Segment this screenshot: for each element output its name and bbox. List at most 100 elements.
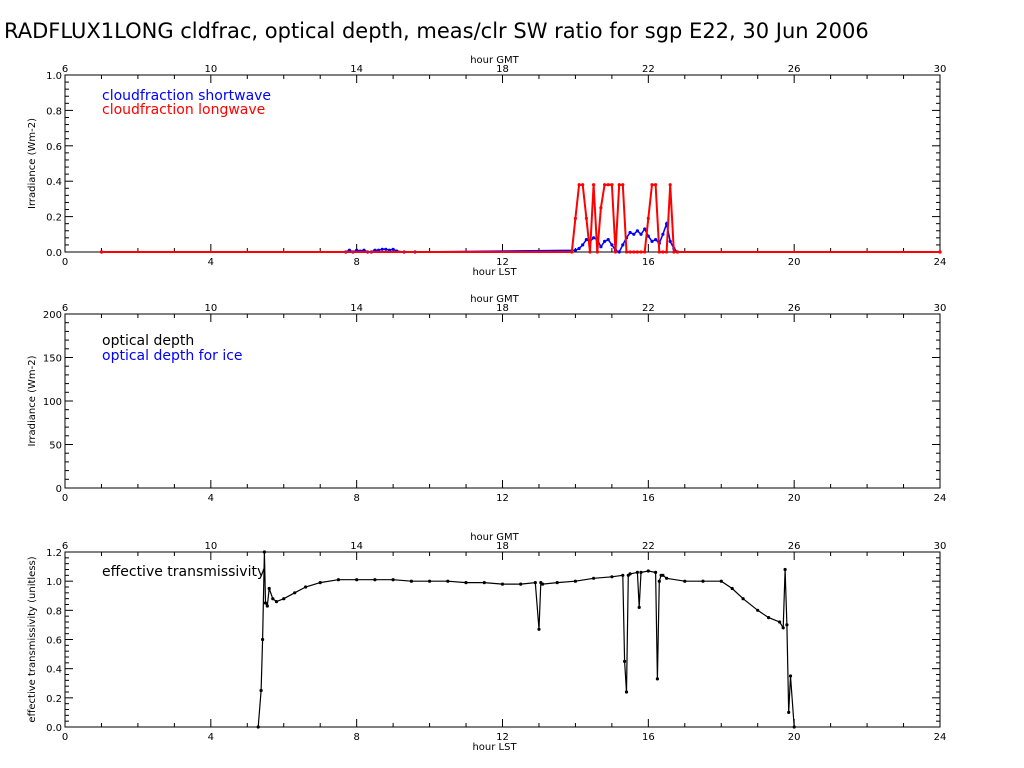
- data-point: [537, 627, 541, 631]
- data-point: [730, 586, 734, 591]
- data-point: [661, 250, 665, 254]
- y-tick-label: 1.2: [46, 548, 62, 559]
- data-point: [646, 234, 650, 238]
- data-point: [654, 183, 658, 187]
- data-point: [643, 227, 647, 231]
- y-tick-label: 150: [43, 354, 62, 365]
- data-point: [588, 250, 592, 254]
- x2-tick-label: 30: [934, 64, 947, 75]
- data-point: [617, 183, 621, 187]
- data-point: [785, 623, 789, 627]
- x2-tick-label: 6: [62, 541, 68, 552]
- x2-axis-title: hour GMT: [470, 532, 519, 543]
- data-point: [646, 569, 650, 573]
- data-point: [446, 579, 450, 583]
- x-tick-label: 8: [353, 493, 359, 504]
- x-axis-title: hour LST: [472, 267, 517, 278]
- data-point: [668, 239, 672, 243]
- data-point: [293, 591, 297, 595]
- data-point: [650, 239, 654, 243]
- series-cloudfraction-longwave: [99, 183, 942, 254]
- data-point: [265, 604, 269, 608]
- x-tick-label: 20: [788, 732, 801, 743]
- data-point: [376, 248, 381, 252]
- data-point: [464, 581, 468, 585]
- data-point: [635, 229, 640, 233]
- data-point: [577, 183, 581, 187]
- x2-tick-label: 22: [642, 64, 655, 75]
- data-point: [621, 183, 625, 187]
- x-tick-label: 8: [353, 257, 359, 268]
- data-point: [632, 232, 636, 236]
- data-point: [256, 725, 260, 729]
- panel-1: 0 4 8 12 16 20 24 6 10 14 18 22 26 30 0.0 0.2 0.4 0.6 0.8 1…: [27, 55, 946, 278]
- data-point: [267, 586, 271, 591]
- data-point: [646, 216, 650, 220]
- data-point: [347, 248, 351, 252]
- x-tick-label: 4: [208, 493, 214, 504]
- series-effective-transmissivity: [256, 550, 796, 729]
- data-point: [380, 247, 384, 251]
- data-point: [756, 608, 760, 612]
- x-tick-label: 12: [496, 257, 509, 268]
- y-tick-label: 200: [43, 310, 62, 321]
- data-point: [632, 250, 636, 254]
- legend-entry: cloudfraction shortwave: [102, 88, 271, 104]
- data-point: [783, 567, 787, 572]
- data-point: [657, 250, 661, 254]
- data-point: [661, 573, 665, 577]
- x2-tick-label: 18: [496, 303, 509, 314]
- x2-axis-title: hour GMT: [470, 55, 519, 66]
- data-point: [271, 597, 275, 601]
- y-tick-label: 0.6: [46, 636, 62, 647]
- y-tick-label: 0.8: [46, 106, 62, 117]
- data-point: [654, 570, 658, 575]
- series-cloudfraction-shortwave: [99, 220, 942, 254]
- data-point: [373, 578, 377, 582]
- data-point: [99, 250, 104, 254]
- data-point: [570, 250, 574, 254]
- y-tick-label: 0.0: [46, 723, 62, 734]
- data-point: [661, 232, 665, 236]
- data-point: [613, 250, 618, 254]
- data-point: [384, 247, 388, 251]
- data-point: [628, 230, 632, 235]
- data-point: [581, 243, 585, 247]
- data-point: [610, 183, 614, 187]
- data-point: [355, 578, 359, 582]
- legend-entry: optical depth: [102, 333, 194, 349]
- y-tick-label: 0.4: [46, 665, 62, 676]
- data-point: [781, 626, 785, 630]
- data-point: [595, 250, 599, 254]
- data-point: [592, 183, 596, 187]
- data-point: [500, 582, 505, 586]
- data-point: [262, 550, 266, 554]
- x2-tick-label: 14: [350, 64, 363, 75]
- x2-tick-label: 10: [204, 303, 217, 314]
- y-tick-label: 0.2: [46, 213, 62, 224]
- data-point: [428, 579, 432, 583]
- x2-tick-label: 6: [62, 303, 68, 314]
- panels: 0 4 8 12 16 20 24 6 10 14 18 22 26 30 0.0 0.2 0.4 0.6 0.8 1…: [27, 55, 946, 753]
- data-point: [701, 579, 705, 583]
- legend-entry: cloudfraction longwave: [102, 102, 265, 118]
- data-point: [628, 250, 632, 254]
- data-point: [259, 688, 263, 693]
- data-point: [665, 576, 669, 580]
- data-point: [741, 597, 745, 601]
- data-point: [610, 575, 614, 579]
- chart-title: RADFLUX1LONG cldfrac, optical depth, mea…: [4, 19, 869, 43]
- data-point: [668, 183, 672, 187]
- x2-axis-title: hour GMT: [470, 294, 519, 305]
- data-point: [635, 570, 640, 575]
- x2-tick-label: 26: [788, 541, 801, 552]
- panel-3: 0 4 8 12 16 20 24 6 10 14 18 22 26 30 0.0 0.2 0.4 0.6 0.8 1…: [27, 532, 946, 753]
- data-point: [533, 581, 537, 585]
- x-tick-label: 8: [353, 732, 359, 743]
- x-tick-label: 20: [788, 493, 801, 504]
- data-point: [778, 620, 782, 624]
- series-line: [101, 220, 940, 253]
- series-line: [101, 183, 940, 253]
- data-point: [683, 579, 687, 583]
